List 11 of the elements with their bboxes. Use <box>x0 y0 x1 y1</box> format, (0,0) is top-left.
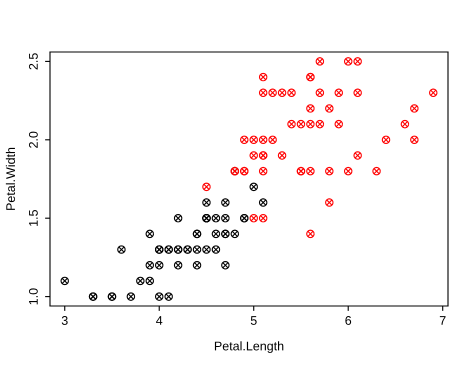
y-tick-label: 2.0 <box>28 132 38 148</box>
y-tick-label: 1.5 <box>29 210 38 226</box>
x-tick-label: 6 <box>345 316 352 325</box>
x-tick-label: 7 <box>440 316 446 325</box>
y-tick-label: 1.0 <box>28 288 38 304</box>
x-tick-label: 3 <box>62 316 68 325</box>
y-axis-title: Petal.Width <box>6 148 16 210</box>
x-tick-label: 4 <box>156 316 162 325</box>
y-tick-label: 2.5 <box>28 53 38 70</box>
x-axis-title: Petal.Length <box>214 341 284 353</box>
x-tick-label: 5 <box>250 316 257 325</box>
